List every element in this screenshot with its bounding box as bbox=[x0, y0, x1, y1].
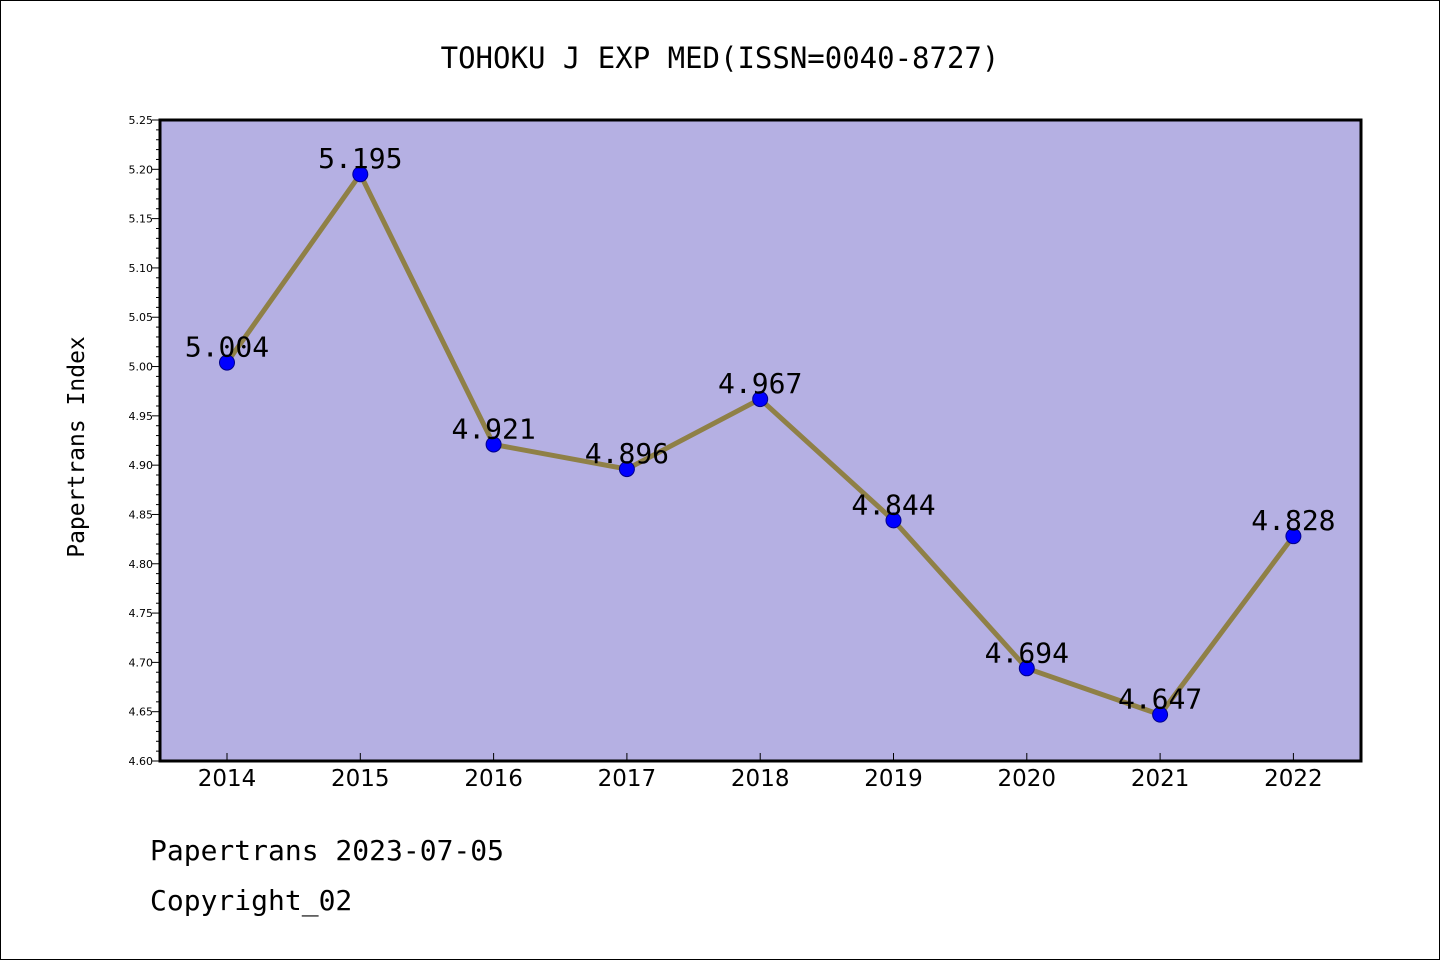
data-point bbox=[1018, 660, 1035, 677]
footer-copyright: Copyright_02 bbox=[150, 884, 353, 917]
data-label: 4.921 bbox=[451, 412, 535, 445]
x-tick-label: 2019 bbox=[864, 766, 923, 792]
y-tick-label: 4.80 bbox=[129, 558, 154, 571]
x-tick-label: 2017 bbox=[598, 766, 657, 792]
data-label: 4.967 bbox=[718, 367, 802, 400]
y-tick-label: 4.65 bbox=[129, 706, 154, 719]
y-tick-label: 4.90 bbox=[129, 459, 154, 472]
x-axis: 2014 2015 2016 2017 2018 2019 2020 2021 2022 bbox=[198, 753, 1323, 792]
data-point bbox=[752, 391, 769, 408]
y-tick-label: 4.70 bbox=[129, 656, 154, 669]
x-tick-label: 2021 bbox=[1131, 766, 1190, 792]
y-tick-label: 4.60 bbox=[129, 755, 154, 768]
data-label: 5.195 bbox=[318, 142, 402, 175]
chart-title: TOHOKU J EXP MED(ISSN=0040-8727) bbox=[441, 41, 1000, 75]
data-label: 4.828 bbox=[1251, 504, 1335, 537]
data-label-layer: 5.004 5.195 4.921 4.896 4.967 4.844 4.694 4.647… bbox=[185, 142, 1336, 715]
data-point bbox=[1285, 528, 1302, 545]
x-tick-label: 2022 bbox=[1264, 766, 1323, 792]
y-tick-label: 4.85 bbox=[129, 508, 154, 521]
y-tick-label: 5.05 bbox=[129, 311, 154, 324]
x-tick-label: 2016 bbox=[464, 766, 523, 792]
plot-area bbox=[158, 118, 1363, 763]
y-tick-label: 4.75 bbox=[129, 607, 154, 620]
x-tick-label: 2015 bbox=[331, 766, 390, 792]
data-point bbox=[1152, 706, 1169, 723]
x-tick-label: 2014 bbox=[198, 766, 257, 792]
x-tick-label: 2020 bbox=[998, 766, 1057, 792]
y-tick-label: 5.10 bbox=[129, 262, 154, 275]
data-label: 4.694 bbox=[985, 636, 1069, 669]
data-label: 5.004 bbox=[185, 331, 269, 364]
data-point bbox=[219, 354, 235, 371]
y-tick-label: 5.15 bbox=[129, 213, 154, 226]
data-label: 4.896 bbox=[585, 437, 669, 470]
data-label: 4.844 bbox=[851, 488, 935, 521]
data-point bbox=[885, 512, 902, 529]
data-point bbox=[352, 166, 369, 183]
y-tick-label: 4.95 bbox=[129, 410, 154, 423]
y-tick-label: 5.20 bbox=[129, 163, 154, 176]
y-axis: 4.60 4.65 4.70 4.75 4.80 4.85 4.90 4.95 5.00 5.05… bbox=[129, 114, 160, 768]
x-tick-label: 2018 bbox=[731, 766, 790, 792]
y-tick-label: 5.25 bbox=[129, 114, 154, 127]
data-point bbox=[618, 461, 635, 478]
series-layer bbox=[219, 166, 1302, 723]
data-point bbox=[485, 436, 502, 453]
footer-date: Papertrans 2023-07-05 bbox=[150, 834, 505, 867]
y-tick-label: 5.00 bbox=[129, 361, 154, 374]
y-axis-label: Papertrans Index bbox=[64, 336, 90, 558]
data-label: 4.647 bbox=[1118, 683, 1202, 716]
